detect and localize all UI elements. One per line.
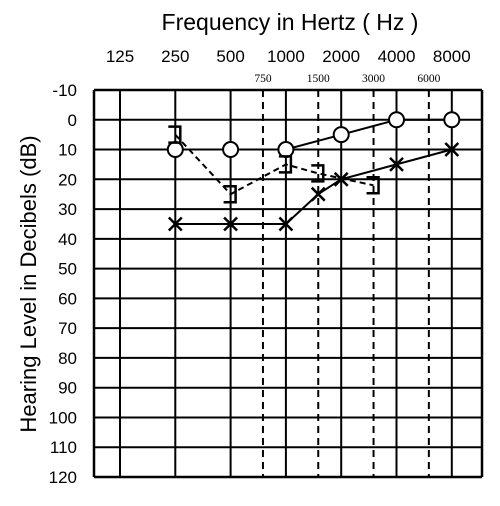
x-tick-label: 8000 (433, 47, 471, 66)
y-tick-label: 30 (58, 200, 77, 219)
y-tick-label: -10 (52, 81, 77, 100)
y-tick-label: 70 (58, 319, 77, 338)
x-minor-tick-label: 3000 (362, 73, 385, 85)
x-tick-label: 125 (106, 47, 134, 66)
data-point-cross (223, 216, 238, 232)
data-point-cross (310, 186, 326, 202)
y-tick-label: 110 (50, 438, 77, 457)
x-minor-tick-label: 6000 (417, 73, 440, 85)
y-tick-label: 0 (68, 111, 77, 130)
data-point-circle (332, 126, 350, 144)
series-line (175, 118, 452, 151)
y-tick-label: 40 (58, 230, 77, 249)
y-tick-label: 20 (58, 170, 77, 189)
y-tick-label: 120 (49, 468, 77, 487)
data-point-circle (388, 111, 405, 129)
y-tick-label: 60 (58, 289, 77, 308)
x-tick-label: 1000 (267, 47, 305, 66)
data-point-bracket (366, 176, 380, 195)
grid (92, 88, 484, 479)
data-point-circle (222, 141, 240, 159)
y-tick-label: 80 (58, 349, 77, 368)
data-point-circle (277, 141, 295, 159)
chart-title: Frequency in Hertz ( Hz ) (162, 9, 419, 35)
x-minor-tick-label: 750 (254, 73, 272, 85)
data-point-cross (167, 216, 183, 232)
y-tick-label: 100 (49, 408, 77, 427)
data-point-bracket (278, 155, 293, 174)
series-line (174, 134, 374, 196)
data-point-circle (166, 141, 184, 159)
y-tick-label: 50 (58, 260, 77, 279)
data-point-bracket (223, 184, 237, 204)
y-axis-label: Hearing Level in Decibels (dB) (16, 135, 41, 432)
x-tick-label: 250 (161, 47, 189, 66)
y-tick-label: 10 (58, 141, 77, 160)
data-point-cross (444, 142, 460, 157)
data-point-cross (389, 157, 404, 172)
y-tick-label: 90 (58, 379, 77, 398)
series-line (175, 148, 453, 225)
data-point-bracket (168, 125, 182, 144)
x-tick-label: 500 (216, 47, 244, 66)
x-minor-tick-label: 1500 (307, 73, 330, 85)
series-layer (166, 111, 461, 232)
data-point-circle (443, 111, 461, 129)
tick-labels: -10 0 10 20 30 40 50 60 70 80 90 100 110 120 125 250 500… (49, 47, 471, 487)
x-tick-label: 4000 (378, 47, 416, 66)
data-point-bracket (311, 164, 325, 183)
x-tick-label: 2000 (322, 47, 360, 66)
data-point-cross (278, 216, 294, 232)
